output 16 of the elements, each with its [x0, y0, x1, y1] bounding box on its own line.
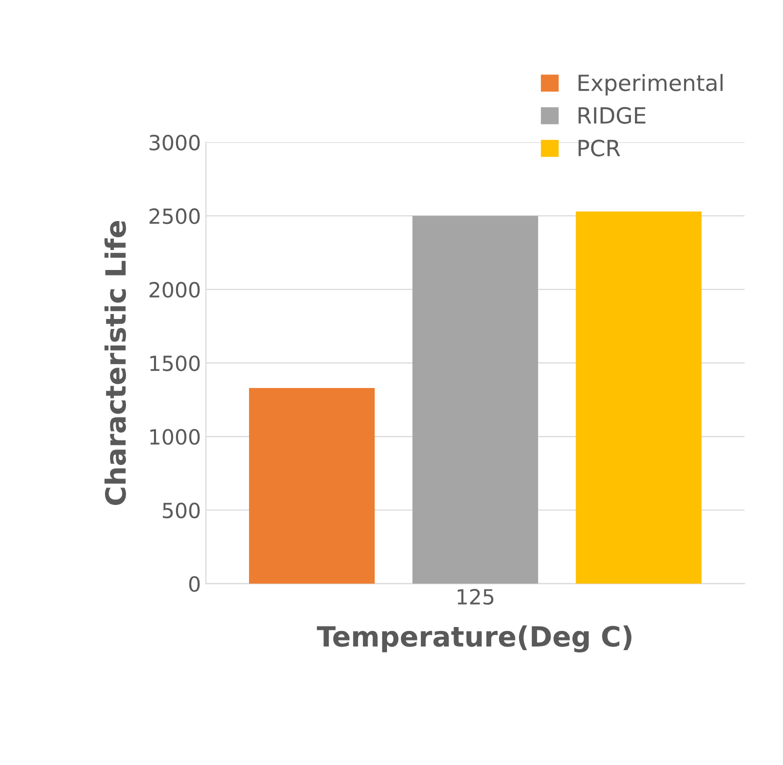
bar: [249, 388, 375, 584]
legend-label: RIDGE: [578, 107, 646, 124]
y-axis-title: Characteristic Life: [104, 220, 126, 505]
bar: [576, 211, 702, 584]
legend-label: Experimental: [578, 74, 723, 96]
y-tick-label: 2000: [150, 282, 200, 298]
legend-label: PCR: [578, 140, 620, 156]
x-axis-title: Temperature(Deg C): [316, 625, 632, 652]
y-tick-label: 3000: [150, 134, 200, 150]
bar: [412, 216, 538, 584]
x-tick-label: 125: [458, 588, 494, 605]
y-tick-label: 1000: [150, 429, 200, 445]
y-tick-label: 0: [189, 576, 200, 592]
y-tick-label: 500: [162, 502, 200, 518]
y-tick-label: 1500: [150, 355, 200, 372]
y-tick-label: 2500: [150, 208, 200, 224]
